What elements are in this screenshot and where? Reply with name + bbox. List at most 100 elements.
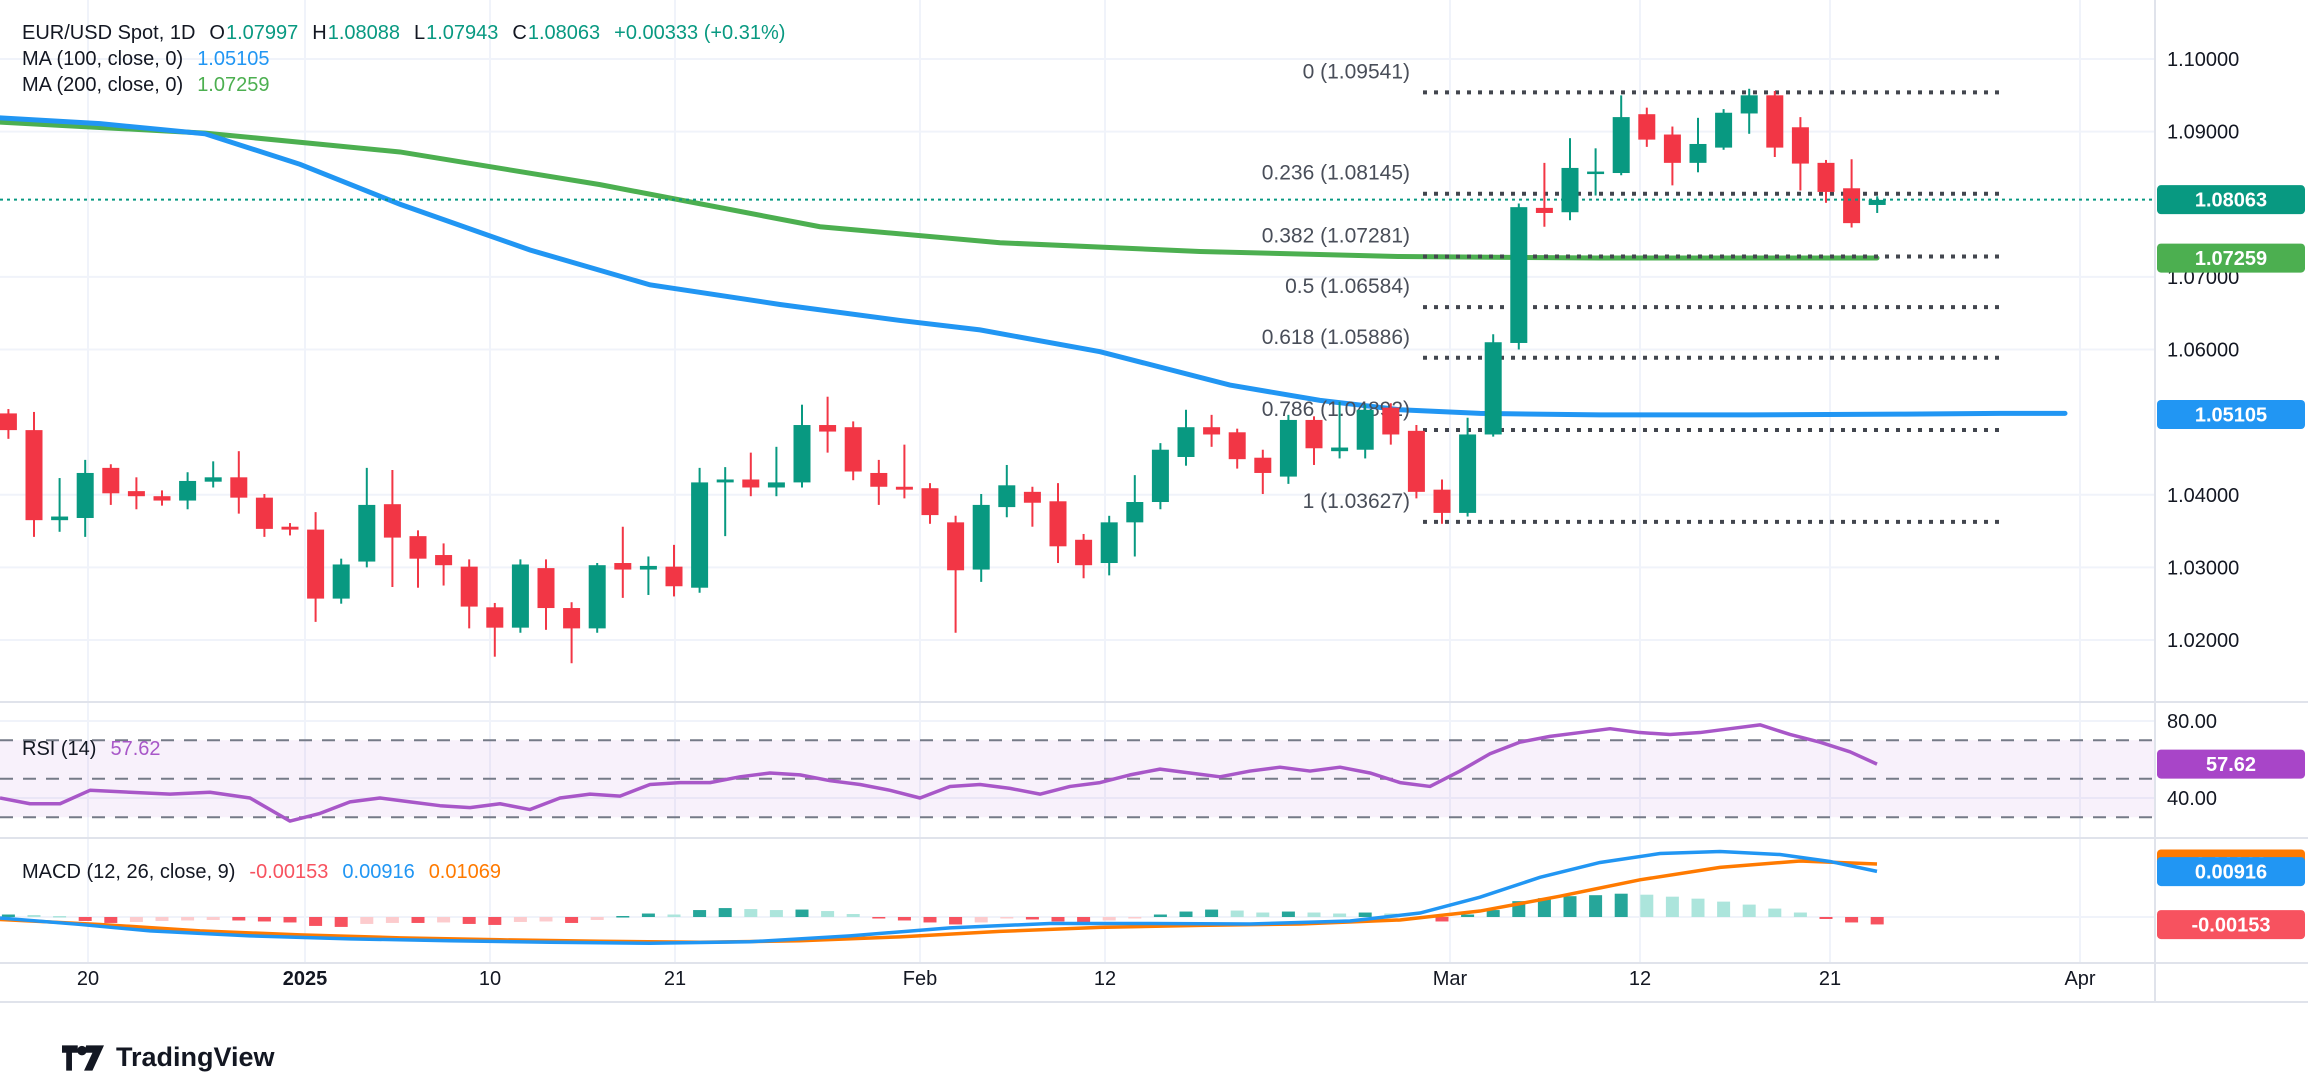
macd-histogram-bar: [513, 917, 527, 922]
tradingview-logo[interactable]: TradingView: [62, 1042, 275, 1073]
candle-body: [1049, 501, 1067, 547]
candle-body: [998, 485, 1016, 508]
candle-body: [1868, 199, 1886, 205]
candle-body: [1484, 342, 1502, 435]
candle-body: [588, 565, 606, 629]
candle-body: [1843, 188, 1861, 224]
macd-histogram-bar: [1358, 912, 1372, 917]
candle-body: [25, 430, 43, 521]
time-axis-label[interactable]: 12: [1094, 968, 1116, 990]
candle-body: [716, 479, 734, 483]
time-axis-label[interactable]: Apr: [2064, 968, 2095, 990]
ma200-label: MA (200, close, 0): [22, 74, 184, 96]
candle-body: [1663, 134, 1681, 163]
macd-histogram-bar: [283, 917, 297, 923]
candle-body: [742, 479, 760, 488]
fib-level-label: 0.5 (1.06584): [1285, 275, 1410, 298]
ma200-legend-row[interactable]: MA (200, close, 0) 1.07259: [22, 74, 269, 97]
time-axis-label[interactable]: 12: [1629, 968, 1651, 990]
time-axis-label[interactable]: 10: [479, 968, 501, 990]
macd-histogram-bar: [1051, 917, 1065, 922]
axis-price-badge: [2157, 185, 2305, 215]
macd-histogram-bar: [693, 910, 707, 917]
tradingview-logo-text: TradingView: [116, 1042, 275, 1072]
time-axis-label[interactable]: 21: [664, 968, 686, 990]
candle-body: [307, 529, 325, 599]
axis-price-badge-text: -0.00153: [2192, 915, 2271, 937]
macd-histogram-bar: [1537, 898, 1551, 917]
candle-body: [1254, 457, 1272, 473]
macd-histogram-bar: [590, 917, 604, 920]
macd-histogram-bar: [795, 909, 809, 917]
axis-price-badge-text: 0.00916: [2195, 862, 2267, 884]
rsi-value: 57.62: [110, 738, 161, 760]
macd-histogram-bar: [1742, 904, 1756, 917]
candle-body: [1510, 207, 1528, 343]
time-axis-label[interactable]: Mar: [1433, 968, 1468, 990]
macd-histogram-bar: [257, 917, 271, 922]
candle-body: [1075, 539, 1093, 566]
candle-body: [665, 566, 683, 587]
macd-histogram-bar: [1461, 914, 1475, 917]
change-value: +0.00333 (+0.31%): [614, 22, 786, 44]
axis-price-badge-text: 1.08063: [2195, 190, 2267, 212]
candle-body: [563, 608, 581, 629]
macd-histogram-bar: [1153, 914, 1167, 917]
candle-body: [1279, 419, 1297, 477]
axis-price-badge-text: 1.05105: [2195, 404, 2267, 426]
macd-histogram-bar: [1, 914, 15, 917]
price-axis-label: 1.03000: [2167, 557, 2239, 579]
candle-body: [1407, 430, 1425, 492]
candle-body: [332, 564, 350, 599]
macd-histogram-bar: [897, 917, 911, 921]
candle-body: [1228, 432, 1246, 460]
candle-body: [460, 566, 478, 607]
candle-body: [1203, 427, 1221, 435]
candle-body: [1382, 407, 1400, 435]
axis-price-badge: [2157, 857, 2305, 887]
symbol-legend-row[interactable]: EUR/USD Spot, 1D O 1.07997 H 1.08088 L 1.07…: [22, 22, 785, 45]
macd-signal-line: [0, 859, 1878, 945]
macd-line-value: 0.00916: [342, 861, 415, 883]
candle-body: [179, 480, 197, 501]
candle-body: [1356, 409, 1374, 450]
candle-body: [102, 467, 120, 494]
macd-histogram-bar: [1640, 894, 1654, 917]
axis-price-badge-text: 57.62: [2206, 754, 2256, 776]
candle-body: [230, 477, 248, 498]
candle-body: [511, 564, 529, 628]
macd-histogram-bar: [1793, 912, 1807, 917]
macd-histogram-bar: [1281, 911, 1295, 917]
rsi-axis-label: 80.00: [2167, 711, 2217, 733]
time-axis-label[interactable]: 2025: [283, 968, 328, 990]
macd-histogram-bar: [78, 917, 92, 921]
macd-legend-row[interactable]: MACD (12, 26, close, 9) -0.00153 0.00916…: [22, 861, 501, 884]
time-axis-label[interactable]: Feb: [903, 968, 937, 990]
candle-body: [1126, 502, 1144, 523]
macd-histogram-bar: [27, 915, 41, 917]
macd-histogram-bar: [206, 917, 220, 920]
macd-histogram-bar: [769, 910, 783, 917]
fib-level-label: 0.236 (1.08145): [1262, 162, 1410, 185]
macd-histogram-bar: [334, 917, 348, 927]
macd-histogram-bar: [1230, 910, 1244, 917]
candle-body: [844, 427, 862, 472]
macd-signal-value: 0.01069: [428, 861, 501, 883]
macd-line: [0, 849, 1878, 946]
ma100-legend-row[interactable]: MA (100, close, 0) 1.05105: [22, 48, 269, 71]
macd-histogram-bar: [1435, 917, 1449, 922]
ohlc-open: O 1.07997: [209, 22, 299, 44]
axis-price-badge: [2157, 910, 2305, 940]
rsi-legend-row[interactable]: RSI (14) 57.62: [22, 738, 161, 761]
macd-histogram-bar: [385, 917, 399, 923]
macd-histogram-bar: [974, 917, 988, 923]
macd-histogram-bar: [539, 917, 553, 922]
candle-body: [921, 488, 939, 516]
macd-histogram-bar: [181, 917, 195, 921]
time-axis-label[interactable]: 20: [77, 968, 99, 990]
candle-body: [1177, 427, 1195, 457]
time-axis-label[interactable]: 21: [1819, 968, 1841, 990]
price-axis-label: 1.02000: [2167, 630, 2239, 652]
macd-histogram-bar: [1256, 912, 1270, 917]
